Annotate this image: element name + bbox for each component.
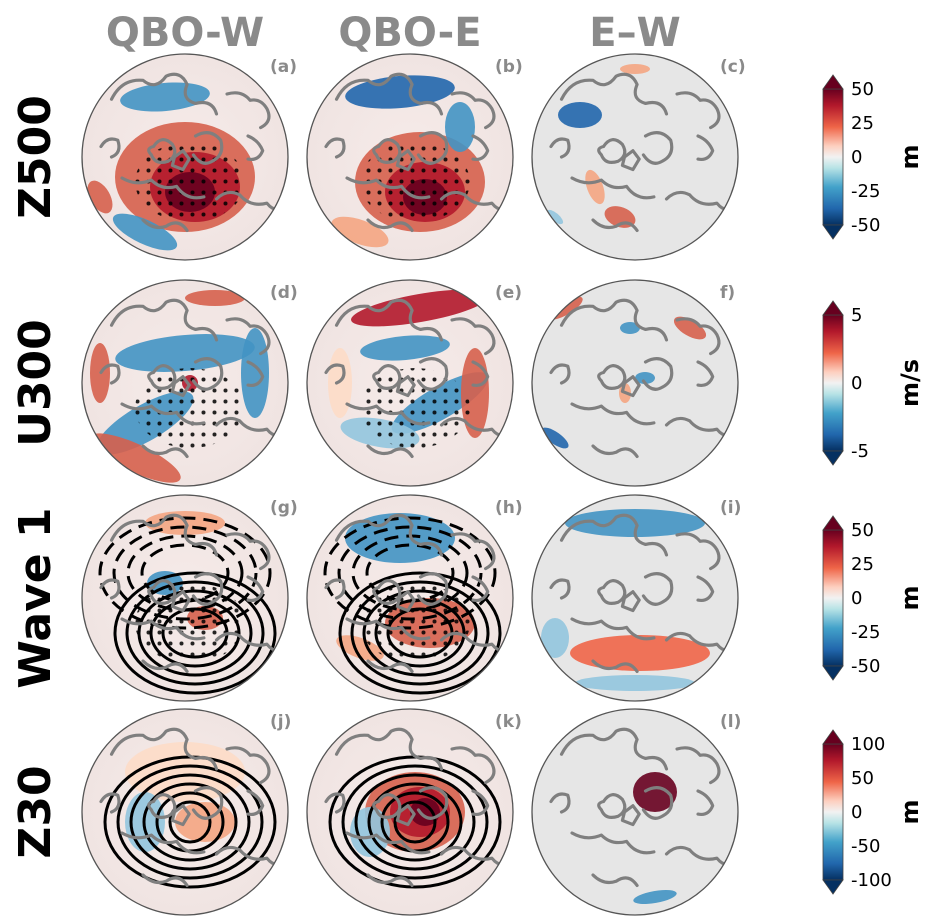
colorbar-tick: -25 xyxy=(851,622,880,643)
colorbar-tick: -100 xyxy=(851,870,892,891)
colorbar-tick: 100 xyxy=(851,734,885,755)
colorbar-tick: -25 xyxy=(851,181,880,202)
colorbar-tick: -50 xyxy=(851,836,880,857)
colorbar-tick: 50 xyxy=(851,768,874,789)
colorbar-tick: -5 xyxy=(851,441,869,462)
colorbar-4: 100 50 0 -50 -100 m xyxy=(822,729,924,895)
map-panel-b: (b) xyxy=(306,53,523,261)
colorbar-unit: m/s xyxy=(896,359,924,407)
panel-label: (k) xyxy=(495,712,522,732)
map-panel-c: (c) xyxy=(531,53,746,261)
colorbar-tick: 0 xyxy=(851,147,862,168)
map-panel-i: (i) xyxy=(531,494,741,702)
colorbar-tick: 0 xyxy=(851,588,862,609)
map-panel-l: (l) xyxy=(531,708,741,916)
panel-label: (a) xyxy=(270,57,297,77)
panel-label: (e) xyxy=(495,283,522,303)
map-panel-j: (j) xyxy=(81,708,291,916)
panel-label: (g) xyxy=(270,498,298,518)
colorbar-tick: 50 xyxy=(851,79,874,100)
colorbar-tick: -50 xyxy=(851,656,880,677)
colorbar-3: 50 25 0 -25 -50 m xyxy=(822,515,924,681)
map-panel-h: (h) xyxy=(306,494,523,702)
panel-label: (l) xyxy=(720,712,741,732)
map-panel-g: (g) xyxy=(81,494,298,702)
map-panel-k: (k) xyxy=(306,708,522,916)
colorbar-1: 50 25 0 -25 -50 m xyxy=(822,74,924,240)
colorbar-tick: -50 xyxy=(851,215,880,236)
colorbar-unit: m xyxy=(896,585,924,610)
panel-label: f) xyxy=(720,283,735,303)
map-panel-d: (d) xyxy=(81,279,298,487)
colorbar-tick: 25 xyxy=(851,554,874,575)
panel-label: (c) xyxy=(720,57,746,77)
column-title-3: E–W xyxy=(589,10,680,56)
map-panel-f: f) xyxy=(531,279,739,487)
column-title-2: QBO-E xyxy=(338,10,481,56)
row-label-4: Z30 xyxy=(10,765,61,858)
map-panel-a: (a) xyxy=(81,53,297,261)
colorbar-tick: 0 xyxy=(851,373,862,394)
colorbar-tick: 0 xyxy=(851,802,862,823)
panel-label: (i) xyxy=(720,498,741,518)
colorbar-tick: 25 xyxy=(851,113,874,134)
row-label-3: Wave 1 xyxy=(10,507,61,688)
panel-label: (b) xyxy=(495,57,523,77)
row-label-2: U300 xyxy=(10,319,61,447)
panel-label: (d) xyxy=(270,283,298,303)
colorbar-tick: 5 xyxy=(851,305,862,326)
column-title-1: QBO-W xyxy=(106,10,264,56)
colorbar-2: 5 0 -5 m/s xyxy=(822,300,924,466)
row-label-1: Z500 xyxy=(10,95,61,219)
colorbar-tick: 50 xyxy=(851,520,874,541)
panel-label: (h) xyxy=(495,498,523,518)
colorbar-unit: m xyxy=(896,144,924,169)
map-panel-e: (e) xyxy=(306,279,522,487)
panel-label: (j) xyxy=(270,712,291,732)
colorbar-unit: m xyxy=(896,799,924,824)
